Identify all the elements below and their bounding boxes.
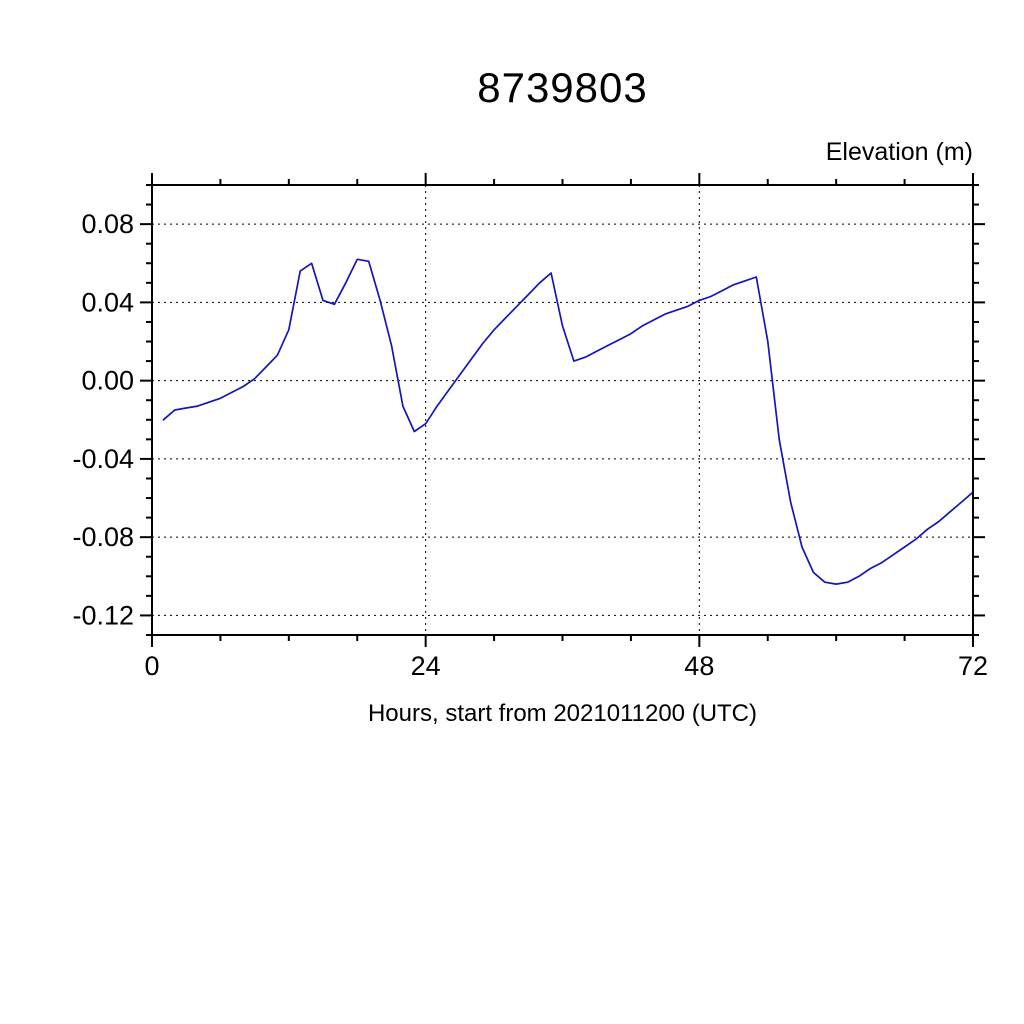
y-axis-title: Elevation (m)	[825, 138, 973, 166]
x-tick-label: 72	[958, 651, 988, 681]
y-tick-label: 0.08	[81, 209, 134, 239]
chart-title: 8739803	[477, 64, 648, 111]
y-tick-label: 0.00	[81, 366, 134, 396]
y-tick-label: -0.04	[72, 444, 134, 474]
y-tick-label: -0.12	[72, 600, 134, 630]
x-tick-label: 48	[684, 651, 714, 681]
y-tick-label: 0.04	[81, 287, 134, 317]
x-tick-label: 24	[411, 651, 441, 681]
plot-frame	[151, 184, 974, 636]
x-axis-title: Hours, start from 2021011200 (UTC)	[367, 700, 758, 727]
y-tick-label: -0.08	[72, 522, 134, 552]
elevation-line	[162, 258, 974, 585]
x-tick-label: 0	[144, 651, 159, 681]
